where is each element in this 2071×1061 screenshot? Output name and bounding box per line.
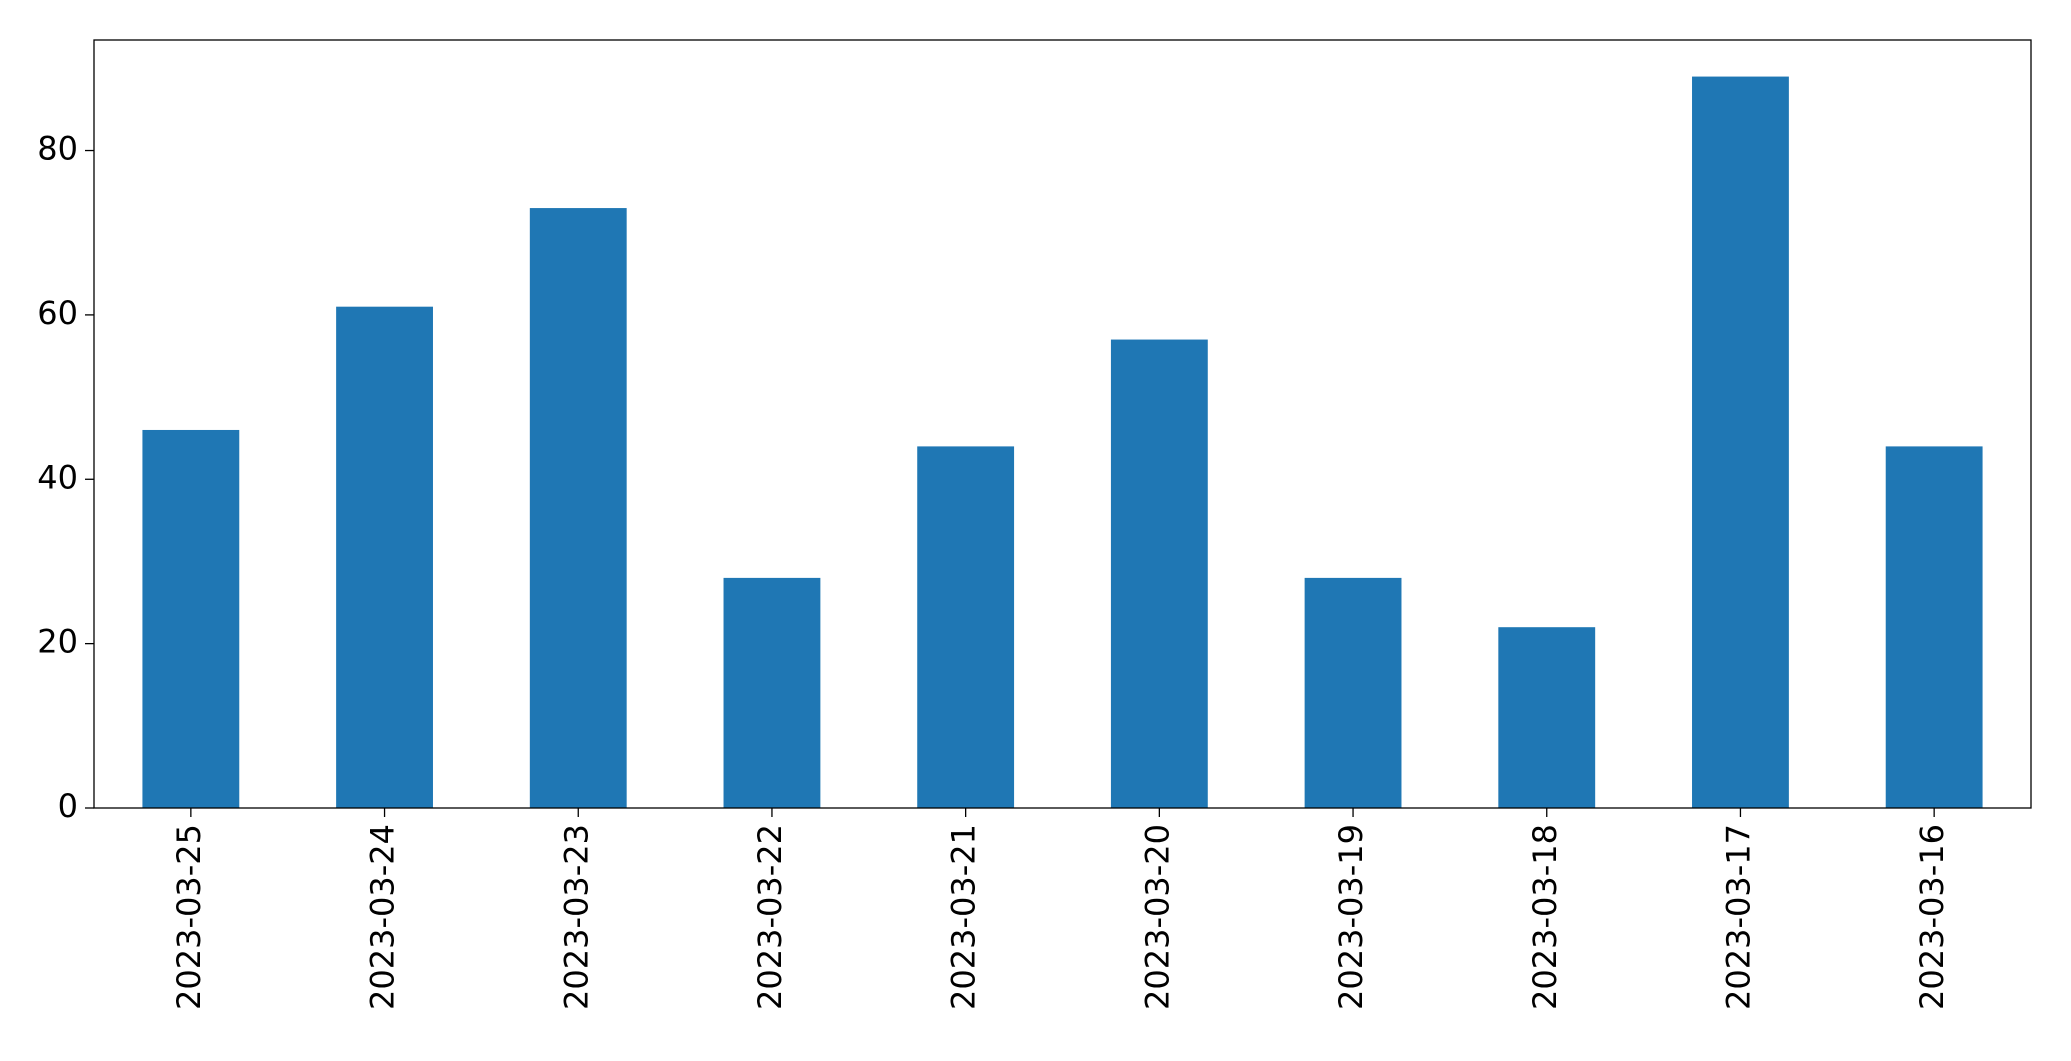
x-tick-label: 2023-03-19 bbox=[1332, 824, 1370, 1010]
x-tick-label: 2023-03-24 bbox=[364, 824, 402, 1010]
bar bbox=[529, 208, 627, 808]
x-tick-label: 2023-03-16 bbox=[1913, 824, 1951, 1010]
y-tick-label: 60 bbox=[37, 294, 78, 332]
bar bbox=[1304, 577, 1402, 808]
bar bbox=[1110, 339, 1208, 808]
bar bbox=[1692, 76, 1789, 809]
y-tick-label: 40 bbox=[37, 458, 78, 496]
x-tick-label: 2023-03-17 bbox=[1719, 824, 1757, 1010]
x-tick-label: 2023-03-18 bbox=[1526, 824, 1564, 1010]
y-tick-label: 80 bbox=[37, 130, 78, 168]
bar bbox=[1498, 627, 1596, 808]
bar bbox=[336, 306, 433, 808]
plot-frame bbox=[93, 39, 2032, 809]
x-tick-label: 2023-03-22 bbox=[751, 824, 789, 1010]
y-tick-label: 20 bbox=[37, 623, 78, 661]
x-tick-label: 2023-03-20 bbox=[1138, 824, 1176, 1010]
x-tick-label: 2023-03-25 bbox=[170, 824, 208, 1010]
x-tick-label: 2023-03-23 bbox=[557, 824, 595, 1010]
bar bbox=[723, 577, 821, 808]
bar bbox=[917, 446, 1015, 808]
y-tick-label: 0 bbox=[58, 787, 78, 825]
bar bbox=[142, 429, 240, 808]
x-tick-label: 2023-03-21 bbox=[945, 824, 983, 1010]
bar bbox=[1885, 446, 1983, 808]
